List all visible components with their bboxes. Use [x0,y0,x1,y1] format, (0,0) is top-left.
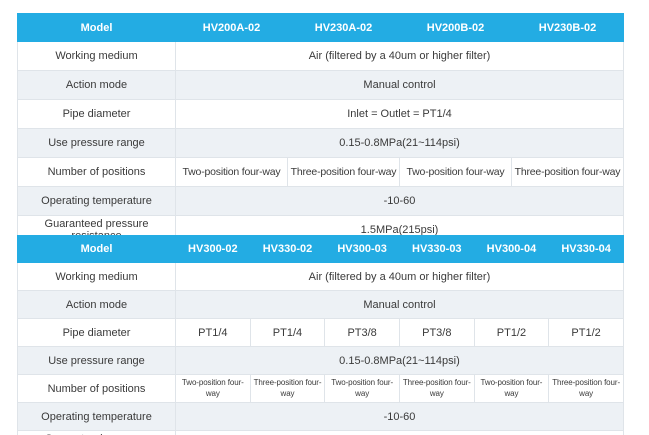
spec-table-hv200-series: Model HV200A-02 HV230A-02 HV200B-02 HV230B-0… [17,13,624,245]
spec-value-cell: Air (filtered by a 40um or higher filter… [175,41,624,71]
spec-row: Operating temperature -10-60 [17,402,624,431]
header-row: Model HV200A-02 HV230A-02 HV200B-02 HV230B-0… [17,13,624,42]
spec-value-cell: PT1/2 [548,318,624,347]
spec-value-cell: 1.5MPa(215psi) [175,430,624,435]
spec-row: Working medium Air (filtered by a 40um or… [17,262,624,291]
row-label-cell: Action mode [17,290,176,319]
table-header: Model HV300-02 HV330-02 HV300-03 HV330-03 HV3… [17,235,624,263]
spec-value-cell: Two-position four-way [473,374,550,403]
spec-value-cell: PT3/8 [324,318,400,347]
spec-row: Operating temperature -10-60 [17,186,624,216]
spec-value-cell: Three-position four-way [398,374,475,403]
model-name-cell: HV330-02 [249,235,326,263]
row-label-cell: Guaranteed pressure resistance [17,430,176,435]
row-label-cell: Action mode [17,70,176,100]
spec-row: Number of positions Two-position four-way… [17,157,624,187]
spec-value-cell: Manual control [175,290,624,319]
table-body: Working medium Air (filtered by a 40um or… [17,41,624,245]
model-name-cell: HV230B-02 [511,13,624,42]
row-label-cell: Operating temperature [17,402,176,431]
spec-value-cell: Two-position four-way [175,374,251,403]
spec-row: Pipe diameter PT1/4 PT1/4 PT3/8 PT3/8 PT1/2 PT… [17,318,624,347]
spec-value-cell: 0.15-0.8MPa(21~114psi) [175,128,624,158]
model-name-cell: HV200A-02 [175,13,288,42]
spec-value-cell: PT1/2 [473,318,550,347]
spec-table-hv300-series: Model HV300-02 HV330-02 HV300-03 HV330-03 HV3… [17,235,624,435]
spec-value-cell: Three-position four-way [548,374,624,403]
row-label-cell: Use pressure range [17,128,176,158]
spec-row: Pipe diameter Inlet = Outlet = PT1/4 [17,99,624,129]
spec-value-cell: Three-position four-way [249,374,326,403]
spec-row: Action mode Manual control [17,290,624,319]
model-name-cell: HV200B-02 [399,13,512,42]
spec-value-cell: PT1/4 [175,318,251,347]
spec-value-cell: Three-position four-way [511,157,624,187]
spec-row: Number of positions Two-position four-way… [17,374,624,403]
model-name-cell: HV330-03 [398,235,475,263]
row-label-cell: Operating temperature [17,186,176,216]
spec-value-cell: Inlet = Outlet = PT1/4 [175,99,624,129]
spec-value-cell: -10-60 [175,186,624,216]
row-label-cell: Number of positions [17,374,176,403]
table-header: Model HV200A-02 HV230A-02 HV200B-02 HV230B-0… [17,13,624,42]
spec-row: Action mode Manual control [17,70,624,100]
spec-value-cell: Manual control [175,70,624,100]
spec-value-cell: -10-60 [175,402,624,431]
spec-value-cell: PT3/8 [398,318,475,347]
row-label-cell: Working medium [17,262,176,291]
row-label-cell: Working medium [17,41,176,71]
model-name-cell: HV300-04 [473,235,550,263]
spec-row: Guaranteed pressure resistance1.5MPa(215… [17,430,624,435]
spec-row: Use pressure range 0.15-0.8MPa(21~114psi) [17,128,624,158]
header-row: Model HV300-02 HV330-02 HV300-03 HV330-03 HV3… [17,235,624,263]
row-label-cell: Use pressure range [17,346,176,375]
spec-row: Use pressure range 0.15-0.8MPa(21~114psi) [17,346,624,375]
spec-value-cell: Two-position four-way [399,157,512,187]
row-label-cell: Pipe diameter [17,318,176,347]
model-header-label: Model [17,13,176,42]
row-label-cell: Pipe diameter [17,99,176,129]
row-label-cell: Number of positions [17,157,176,187]
spec-value-cell: Three-position four-way [287,157,400,187]
model-name-cell: HV230A-02 [287,13,400,42]
model-header-label: Model [17,235,176,263]
model-name-cell: HV330-04 [548,235,624,263]
spec-value-cell: Two-position four-way [324,374,400,403]
spec-value-cell: PT1/4 [249,318,326,347]
table-body: Working medium Air (filtered by a 40um or… [17,262,624,435]
model-name-cell: HV300-02 [175,235,251,263]
spec-value-cell: 0.15-0.8MPa(21~114psi) [175,346,624,375]
spec-value-cell: Two-position four-way [175,157,288,187]
spec-row: Working medium Air (filtered by a 40um or… [17,41,624,71]
spec-value-cell: Air (filtered by a 40um or higher filter… [175,262,624,291]
model-name-cell: HV300-03 [324,235,400,263]
